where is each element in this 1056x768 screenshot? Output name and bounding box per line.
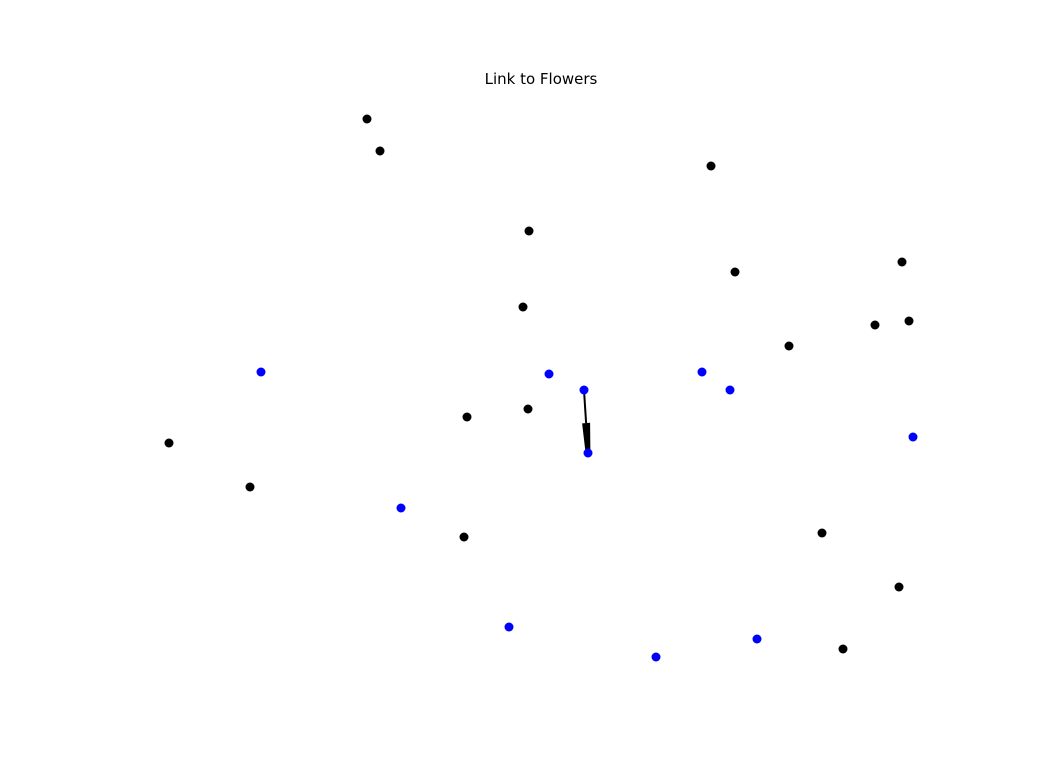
- node-black: [524, 226, 534, 236]
- graph-edges: [582, 389, 591, 454]
- node-black: [904, 316, 914, 326]
- node-black: [164, 438, 174, 448]
- node-black: [523, 404, 533, 414]
- node-blue: [697, 367, 707, 377]
- node-black: [462, 412, 472, 422]
- node-blue: [752, 634, 762, 644]
- node-blue: [651, 652, 661, 662]
- node-black: [245, 482, 255, 492]
- node-black: [518, 302, 528, 312]
- node-black: [817, 528, 827, 538]
- node-black: [706, 161, 716, 171]
- node-black: [362, 114, 372, 124]
- node-blue: [908, 432, 918, 442]
- node-black: [894, 582, 904, 592]
- node-blue: [256, 367, 266, 377]
- node-black: [897, 257, 907, 267]
- node-black: [838, 644, 848, 654]
- node-black: [730, 267, 740, 277]
- node-blue: [579, 385, 589, 395]
- graph-title: Link to Flowers: [485, 70, 598, 88]
- node-black: [870, 320, 880, 330]
- edge-line: [583, 389, 588, 424]
- graph-nodes: [164, 114, 918, 662]
- node-blue: [583, 448, 593, 458]
- node-black: [375, 146, 385, 156]
- node-blue: [544, 369, 554, 379]
- node-blue: [396, 503, 406, 513]
- edge-arrowhead: [582, 422, 591, 454]
- node-black: [459, 532, 469, 542]
- node-blue: [504, 622, 514, 632]
- graph-edge: [582, 389, 591, 454]
- node-blue: [725, 385, 735, 395]
- node-black: [784, 341, 794, 351]
